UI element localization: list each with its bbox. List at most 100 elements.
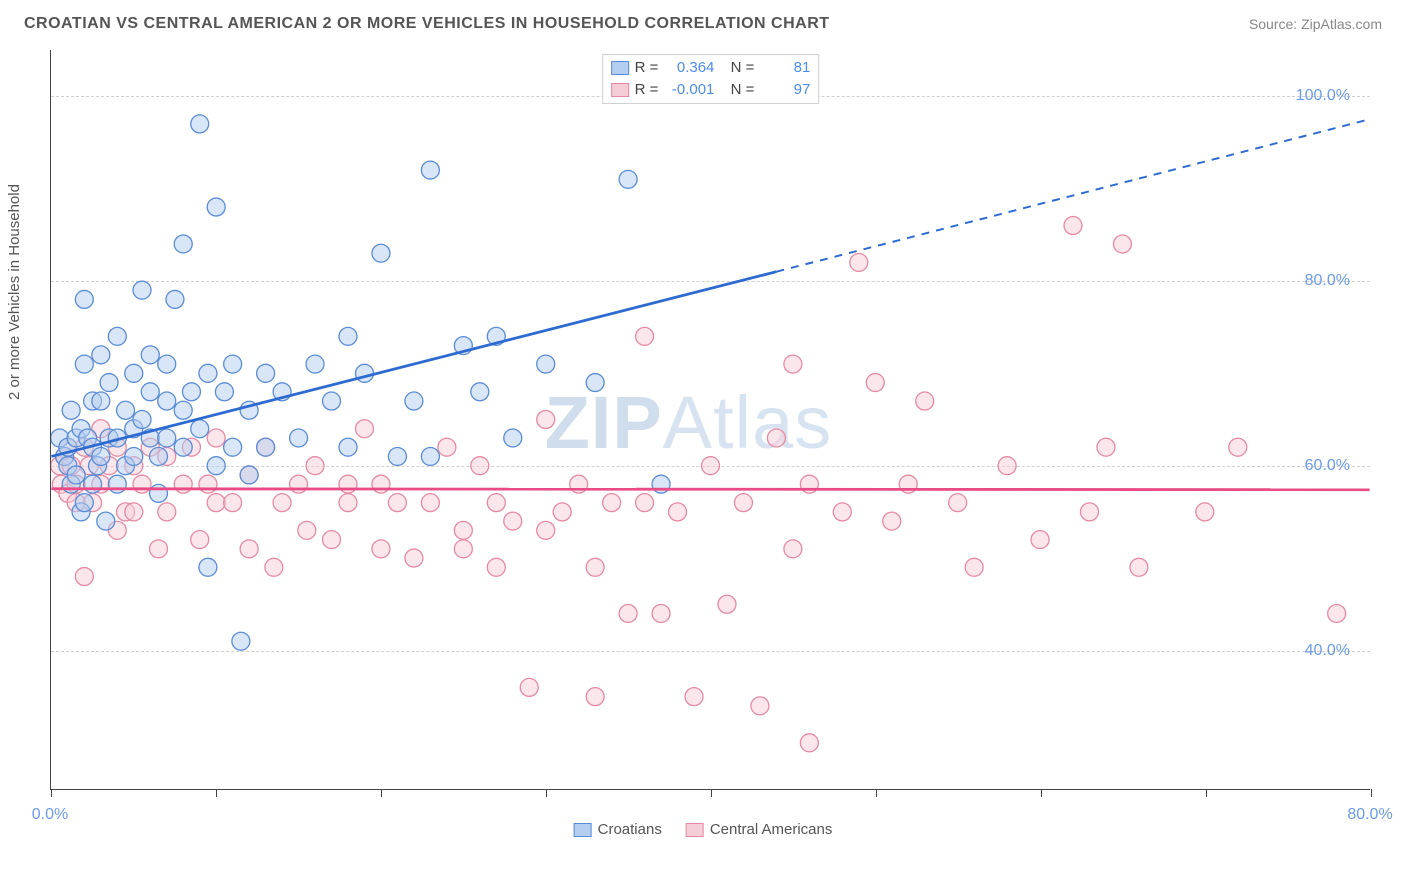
source-attribution: Source: ZipAtlas.com (1249, 16, 1382, 32)
x-tick-label: 0.0% (32, 806, 68, 824)
data-point (158, 355, 176, 373)
n-value-croatians: 81 (760, 57, 810, 79)
data-point (199, 364, 217, 382)
data-point (949, 494, 967, 512)
data-point (454, 521, 472, 539)
data-point (1031, 531, 1049, 549)
data-point (306, 457, 324, 475)
legend-label: Central Americans (710, 821, 833, 838)
data-point (323, 531, 341, 549)
data-point (215, 383, 233, 401)
data-point (150, 540, 168, 558)
data-point (355, 420, 373, 438)
data-point (92, 447, 110, 465)
r-value-central-americans: -0.001 (664, 79, 714, 101)
data-point (199, 558, 217, 576)
data-point (685, 688, 703, 706)
data-point (133, 281, 151, 299)
data-point (405, 392, 423, 410)
data-point (702, 457, 720, 475)
data-point (537, 411, 555, 429)
legend-item-croatians: Croatians (574, 821, 662, 838)
data-point (133, 411, 151, 429)
data-point (537, 521, 555, 539)
swatch-icon (611, 61, 629, 75)
data-point (84, 475, 102, 493)
data-point (207, 457, 225, 475)
data-point (75, 494, 93, 512)
data-point (298, 521, 316, 539)
data-point (339, 327, 357, 345)
data-point (636, 494, 654, 512)
data-point (273, 494, 291, 512)
legend-item-central-americans: Central Americans (686, 821, 833, 838)
data-point (75, 355, 93, 373)
data-point (471, 457, 489, 475)
data-point (767, 429, 785, 447)
data-point (257, 438, 275, 456)
data-point (586, 688, 604, 706)
data-point (207, 494, 225, 512)
data-point (224, 438, 242, 456)
data-point (800, 734, 818, 752)
data-point (158, 503, 176, 521)
data-point (833, 503, 851, 521)
data-point (586, 374, 604, 392)
data-point (75, 290, 93, 308)
data-point (97, 512, 115, 530)
data-point (207, 198, 225, 216)
data-point (487, 494, 505, 512)
data-point (372, 475, 390, 493)
data-point (998, 457, 1016, 475)
data-point (158, 429, 176, 447)
data-point (125, 364, 143, 382)
data-point (207, 429, 225, 447)
n-value-central-americans: 97 (760, 79, 810, 101)
chart-title: CROATIAN VS CENTRAL AMERICAN 2 OR MORE V… (24, 15, 830, 33)
data-point (174, 475, 192, 493)
data-point (1229, 438, 1247, 456)
x-tick-label: 80.0% (1347, 806, 1392, 824)
r-value-croatians: 0.364 (664, 57, 714, 79)
swatch-icon (574, 823, 592, 837)
data-point (141, 383, 159, 401)
data-point (866, 374, 884, 392)
legend-stats-row-central-americans: R = -0.001 N = 97 (611, 79, 811, 101)
data-point (751, 697, 769, 715)
data-point (191, 531, 209, 549)
data-point (652, 604, 670, 622)
plot-area: ZIPAtlas R = 0.364 N = 81 R = -0.001 N =… (50, 50, 1370, 790)
data-point (75, 568, 93, 586)
data-point (1080, 503, 1098, 521)
trend-line (51, 489, 1369, 490)
data-point (1130, 558, 1148, 576)
data-point (67, 466, 85, 484)
r-label: R = (635, 57, 659, 79)
data-point (108, 475, 126, 493)
data-point (1113, 235, 1131, 253)
data-point (784, 355, 802, 373)
data-point (224, 355, 242, 373)
data-point (669, 503, 687, 521)
data-point (290, 429, 308, 447)
data-point (520, 678, 538, 696)
data-point (734, 494, 752, 512)
n-label: N = (731, 79, 755, 101)
data-point (108, 327, 126, 345)
data-point (257, 364, 275, 382)
data-point (1064, 217, 1082, 235)
data-point (388, 447, 406, 465)
data-point (372, 540, 390, 558)
data-point (117, 401, 135, 419)
data-point (471, 383, 489, 401)
legend-label: Croatians (598, 821, 662, 838)
data-point (232, 632, 250, 650)
data-point (125, 503, 143, 521)
data-point (174, 235, 192, 253)
data-point (240, 466, 258, 484)
data-point (265, 558, 283, 576)
swatch-icon (611, 83, 629, 97)
data-point (487, 558, 505, 576)
data-point (916, 392, 934, 410)
legend-stats-row-croatians: R = 0.364 N = 81 (611, 57, 811, 79)
